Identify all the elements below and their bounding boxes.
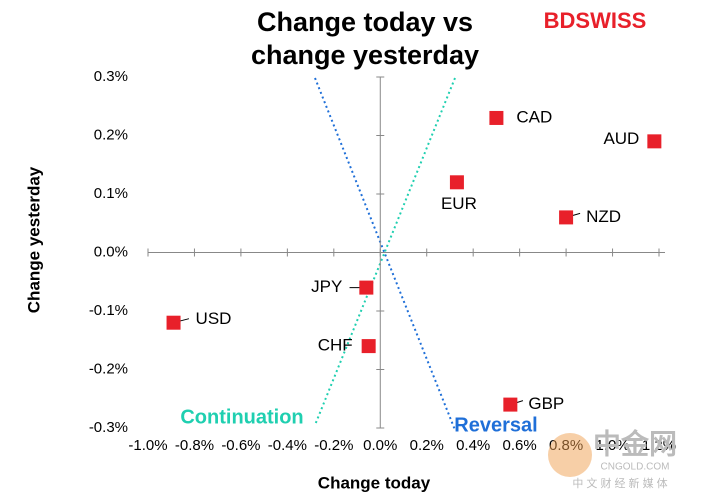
x-tick-label: 0.6% xyxy=(503,437,537,454)
point xyxy=(647,134,662,149)
y-tick-label: 0.0% xyxy=(94,243,128,260)
x-tick-label: -0.6% xyxy=(221,437,260,454)
point-label: CHF xyxy=(318,336,353,355)
x-tick-label: 0.0% xyxy=(363,437,397,454)
point xyxy=(361,339,376,354)
point xyxy=(489,110,504,125)
point-label: USD xyxy=(196,309,232,328)
point-label: NZD xyxy=(586,207,621,226)
x-tick-label: -0.8% xyxy=(175,437,214,454)
y-tick-label: 0.2% xyxy=(94,126,128,143)
point xyxy=(559,210,574,225)
point xyxy=(166,315,181,330)
point-label: JPY xyxy=(311,277,342,296)
point xyxy=(449,175,464,190)
x-tick-label: -1.0% xyxy=(128,437,167,454)
reversal-line xyxy=(314,77,456,431)
logo: BDSWISS xyxy=(544,8,647,33)
watermark: CNGOLD.COM xyxy=(601,462,670,473)
point-label: GBP xyxy=(528,394,564,413)
x-tick-label: 1.0% xyxy=(595,437,629,454)
y-axis-label: Change yesterday xyxy=(24,166,43,313)
watermark: 中 文 财 经 新 媒 体 xyxy=(572,476,667,490)
x-tick-label: -0.2% xyxy=(314,437,353,454)
y-tick-label: -0.2% xyxy=(89,360,128,377)
x-tick-label: 0.2% xyxy=(410,437,444,454)
annotation: Continuation xyxy=(180,406,303,428)
watermark: 中金网 xyxy=(593,427,677,459)
point xyxy=(503,397,518,412)
y-tick-label: 0.1% xyxy=(94,185,128,202)
x-tick-label: 0.4% xyxy=(456,437,490,454)
point-label: EUR xyxy=(441,194,477,213)
annotation: Reversal xyxy=(454,414,537,436)
y-tick-label: 0.3% xyxy=(94,68,128,85)
point-label: AUD xyxy=(603,129,639,148)
chart-title: Change today vs change yesterday xyxy=(250,7,480,70)
point-label: CAD xyxy=(516,107,552,126)
watermark-icon xyxy=(548,433,592,477)
continuation-line xyxy=(314,77,456,426)
point xyxy=(359,280,374,295)
y-tick-label: -0.1% xyxy=(89,302,128,319)
x-tick-label: 1.2% xyxy=(642,437,676,454)
y-tick-label: -0.3% xyxy=(89,419,128,436)
x-axis-label: Change today xyxy=(318,473,431,492)
x-tick-label: -0.4% xyxy=(268,437,307,454)
